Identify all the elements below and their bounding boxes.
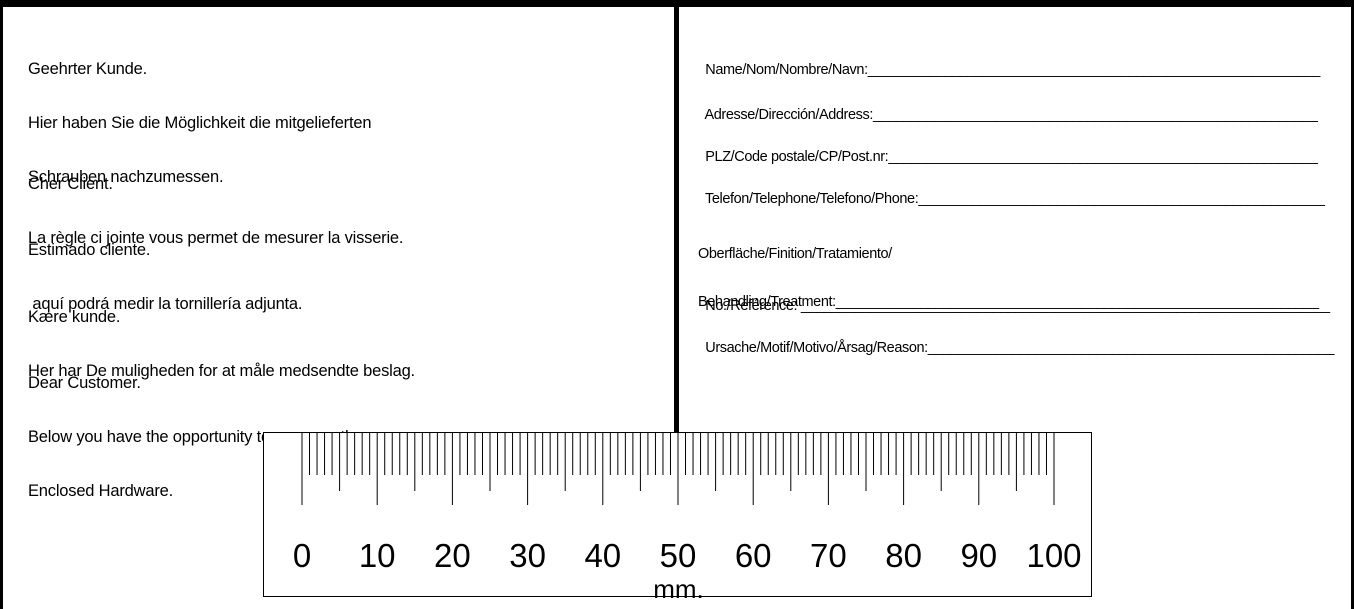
fill-line: ________________________________________…	[868, 62, 1320, 78]
phone-field[interactable]: Telefon/Telephone/Telefono/Phone:_______…	[698, 175, 1325, 207]
ruler-tick-label: 50	[660, 537, 697, 574]
ruler-tick-label: 30	[509, 537, 546, 574]
ruler-tick-label: 90	[960, 537, 997, 574]
message-line: Cher Client.	[28, 175, 403, 193]
ruler-tick-label: 0	[293, 537, 311, 574]
ruler-tick-label: 70	[810, 537, 847, 574]
postal-code-field-label: PLZ/Code postale/CP/Post.nr:	[705, 149, 888, 165]
reason-field-label: Ursache/Motif/Motivo/Årsag/Reason:	[705, 340, 928, 356]
address-field-label: Adresse/Dirección/Address:	[704, 107, 873, 123]
message-line: Kære kunde.	[28, 308, 415, 326]
ruler-tick-label: 20	[434, 537, 471, 574]
message-line: Hier haben Sie die Möglichkeit die mitge…	[28, 114, 371, 132]
fill-line: ________________________________________…	[873, 107, 1318, 123]
postal-code-field[interactable]: PLZ/Code postale/CP/Post.nr:____________…	[698, 133, 1318, 165]
column-divider	[674, 0, 679, 432]
ruler-tick-label: 80	[885, 537, 922, 574]
name-field[interactable]: Name/Nom/Nombre/Navn:___________________…	[698, 46, 1320, 78]
ruler-tick-label: 10	[359, 537, 396, 574]
ruler-tick-label: 40	[584, 537, 621, 574]
name-field-label: Name/Nom/Nombre/Navn:	[705, 62, 867, 78]
surface-treatment-label-line1: Oberfläche/Finition/Tratamiento/	[698, 246, 1319, 262]
ruler-tick-label: 60	[735, 537, 772, 574]
phone-field-label: Telefon/Telephone/Telefono/Phone:	[705, 191, 918, 207]
message-line: Geehrter Kunde.	[28, 60, 371, 78]
fill-line: ________________________________________…	[801, 298, 1330, 314]
ruler-unit-label: mm.	[264, 576, 1093, 602]
reference-field-label: No./Référence:	[705, 298, 801, 314]
reason-field[interactable]: Ursache/Motif/Motivo/Årsag/Reason:______…	[698, 324, 1334, 356]
address-field[interactable]: Adresse/Dirección/Address:______________…	[698, 91, 1318, 123]
message-line: Dear Customer.	[28, 374, 363, 392]
reference-field[interactable]: No./Référence: _________________________…	[698, 282, 1330, 314]
fill-line: ________________________________________…	[918, 191, 1324, 207]
message-line: Estimado cliente.	[28, 241, 302, 259]
millimeter-ruler: 0 10 20 30 40 50 60 70 80 90 100 mm.	[263, 432, 1092, 597]
fill-line: ________________________________________…	[928, 340, 1334, 356]
fill-line: ________________________________________…	[888, 149, 1317, 165]
ruler-tick-label: 100	[1026, 537, 1081, 574]
